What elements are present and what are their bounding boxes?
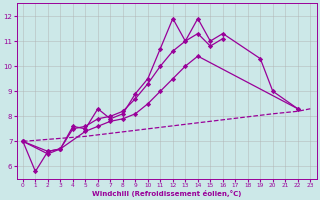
X-axis label: Windchill (Refroidissement éolien,°C): Windchill (Refroidissement éolien,°C) <box>92 190 241 197</box>
